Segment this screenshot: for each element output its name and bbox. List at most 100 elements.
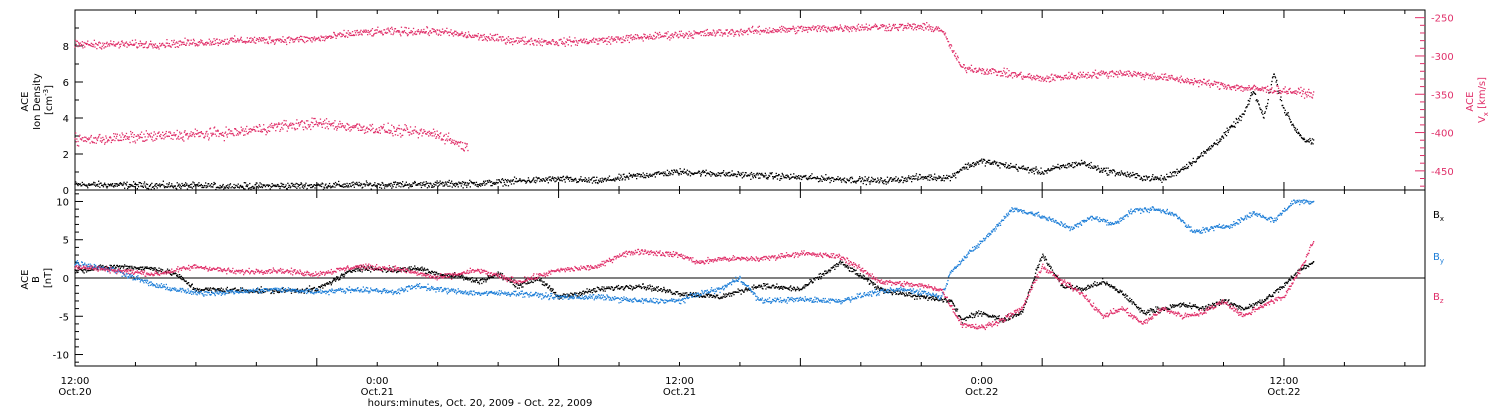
top-point <box>1073 166 1075 169</box>
top-point <box>80 45 82 47</box>
top-point <box>466 186 468 188</box>
top-point <box>1131 74 1133 76</box>
top-point <box>1265 106 1267 108</box>
top-point <box>296 119 298 121</box>
top-point <box>1096 73 1098 75</box>
top-point <box>1026 169 1028 171</box>
top-point <box>240 184 242 187</box>
top-point <box>274 185 276 188</box>
top-point <box>994 69 996 71</box>
top-point <box>833 27 835 29</box>
top-point <box>966 166 968 168</box>
top-point <box>1016 75 1019 77</box>
top-point <box>861 177 863 179</box>
top-point <box>104 141 106 144</box>
top-point <box>446 181 449 183</box>
top-point <box>538 177 540 179</box>
top-point <box>516 42 519 44</box>
top-point <box>606 178 609 181</box>
top-point <box>607 177 609 179</box>
top-point <box>819 25 821 27</box>
top-point <box>154 183 157 185</box>
top-point <box>81 185 83 187</box>
top-point <box>555 177 557 179</box>
top-point <box>140 131 143 133</box>
top-point <box>906 24 909 27</box>
top-point <box>1271 80 1273 83</box>
top-point <box>982 68 985 71</box>
top-point <box>1152 78 1154 80</box>
top-point <box>1109 71 1112 73</box>
top-point <box>1229 88 1231 90</box>
top-point <box>1030 74 1032 77</box>
top-point <box>1093 72 1095 74</box>
top-point <box>360 184 363 186</box>
top-point <box>746 29 748 32</box>
top-point <box>479 183 481 185</box>
top-point <box>433 28 435 31</box>
top-point <box>391 26 393 28</box>
top-point <box>793 28 795 30</box>
top-point <box>1284 91 1286 93</box>
top-point <box>414 33 416 35</box>
top-point <box>293 123 295 126</box>
top-point <box>1003 67 1005 69</box>
top-point <box>396 129 398 131</box>
top-point <box>125 42 127 44</box>
top-point <box>163 133 166 136</box>
top-point <box>495 33 497 36</box>
top-point <box>237 39 239 41</box>
top-point <box>1120 72 1123 74</box>
top-point <box>854 181 857 183</box>
top-point <box>1013 72 1015 74</box>
top-point <box>553 177 556 179</box>
top-point <box>1021 165 1023 168</box>
top-point <box>849 176 852 179</box>
top-point <box>1164 73 1167 75</box>
top-point <box>337 33 339 35</box>
top-point <box>1233 121 1235 123</box>
top-point <box>1091 75 1093 77</box>
top-point <box>1020 71 1022 73</box>
top-left-label-unit: [cm-3] <box>42 85 55 115</box>
top-point <box>712 34 714 36</box>
top-point <box>1015 73 1017 75</box>
top-point <box>594 41 596 43</box>
top-point <box>408 183 410 185</box>
top-point <box>126 46 128 48</box>
top-point <box>1229 127 1231 129</box>
top-point <box>345 35 347 37</box>
top-point <box>309 124 311 126</box>
top-point <box>1004 73 1006 75</box>
top-point <box>890 29 892 32</box>
top-point <box>194 42 196 45</box>
top-point <box>654 172 656 174</box>
top-point <box>1096 169 1098 171</box>
top-point <box>899 26 901 28</box>
top-point <box>1195 81 1197 83</box>
top-point <box>742 34 744 36</box>
top-point <box>1155 79 1157 81</box>
top-point <box>112 139 114 141</box>
top-point <box>1087 164 1089 166</box>
top-point <box>1294 129 1296 131</box>
top-point <box>1230 86 1232 89</box>
top-point <box>923 176 925 178</box>
top-point <box>918 25 921 27</box>
top-point <box>1277 87 1280 89</box>
top-point <box>285 184 287 186</box>
bottom-point <box>82 271 84 273</box>
top-point <box>214 182 216 185</box>
top-point <box>1015 163 1017 166</box>
top-point <box>421 135 423 137</box>
top-point <box>930 175 933 177</box>
top-point <box>246 185 248 188</box>
top-point <box>434 30 436 32</box>
top-point <box>892 23 895 26</box>
top-point <box>486 40 488 42</box>
top-point <box>381 181 383 184</box>
top-point <box>1070 73 1072 75</box>
top-point <box>1157 75 1159 77</box>
top-point <box>837 28 839 30</box>
top-point <box>790 173 792 176</box>
